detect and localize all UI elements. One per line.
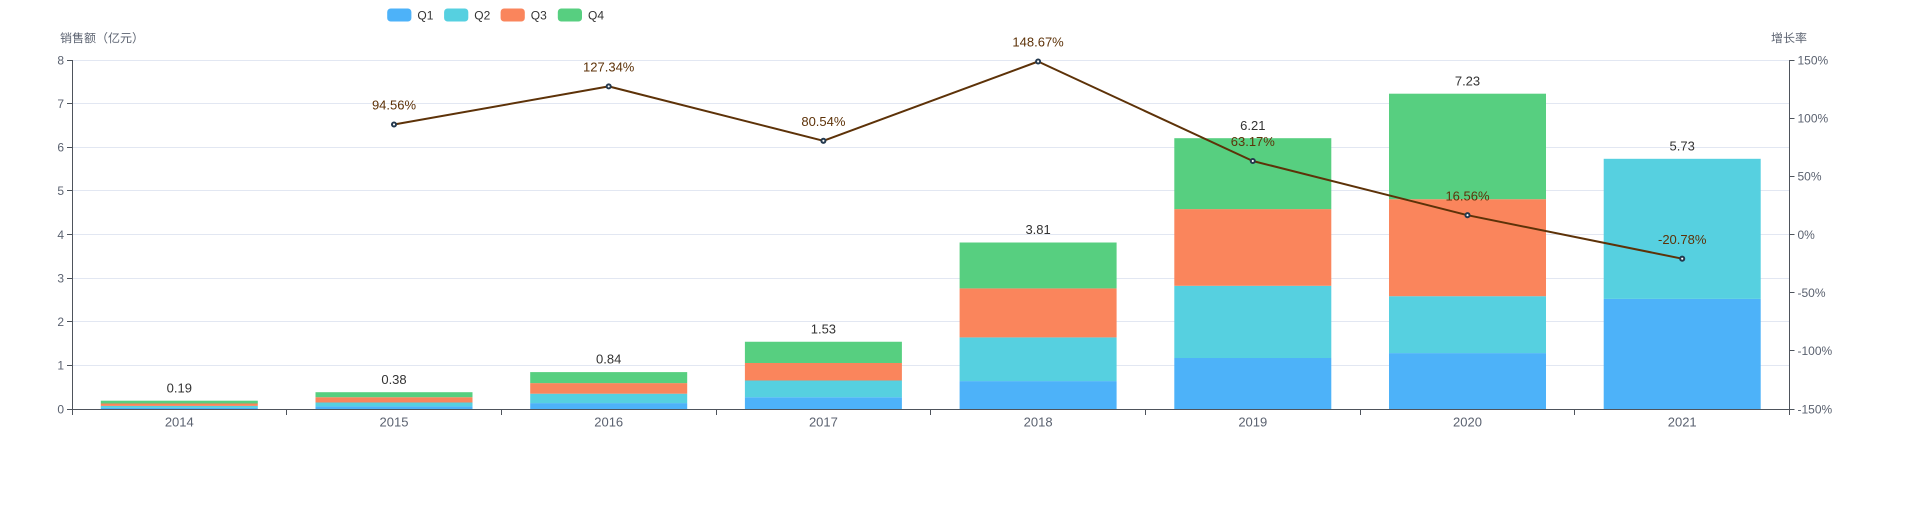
svg-text:Q4: Q4 <box>588 9 604 23</box>
svg-text:0: 0 <box>57 402 64 416</box>
svg-text:2015: 2015 <box>380 415 409 430</box>
svg-text:-50%: -50% <box>1798 286 1826 300</box>
svg-text:4: 4 <box>57 228 64 242</box>
svg-text:Q3: Q3 <box>531 9 547 23</box>
svg-text:-20.78%: -20.78% <box>1658 232 1707 247</box>
svg-text:2018: 2018 <box>1024 415 1053 430</box>
svg-text:6.21: 6.21 <box>1240 118 1265 133</box>
svg-text:7.23: 7.23 <box>1455 73 1480 88</box>
svg-text:80.54%: 80.54% <box>801 114 846 129</box>
svg-text:148.67%: 148.67% <box>1012 35 1064 50</box>
svg-text:1: 1 <box>57 359 64 373</box>
svg-text:2020: 2020 <box>1453 415 1482 430</box>
svg-text:2014: 2014 <box>165 415 194 430</box>
svg-text:0%: 0% <box>1798 228 1816 242</box>
svg-text:6: 6 <box>57 141 64 155</box>
svg-text:0.19: 0.19 <box>167 380 192 395</box>
svg-text:2: 2 <box>57 315 64 329</box>
svg-text:63.17%: 63.17% <box>1231 134 1276 149</box>
svg-text:5.73: 5.73 <box>1670 138 1695 153</box>
svg-text:8: 8 <box>57 53 64 67</box>
svg-text:-150%: -150% <box>1798 402 1833 416</box>
svg-text:0.84: 0.84 <box>596 352 621 367</box>
svg-text:Q1: Q1 <box>417 9 433 23</box>
svg-text:150%: 150% <box>1798 53 1829 67</box>
svg-text:100%: 100% <box>1798 112 1829 126</box>
svg-text:7: 7 <box>57 97 64 111</box>
svg-text:3.81: 3.81 <box>1025 222 1050 237</box>
svg-text:-100%: -100% <box>1798 344 1833 358</box>
svg-text:0.38: 0.38 <box>381 372 406 387</box>
svg-text:16.56%: 16.56% <box>1445 188 1490 203</box>
svg-text:94.56%: 94.56% <box>372 98 417 113</box>
svg-text:2021: 2021 <box>1668 415 1697 430</box>
svg-text:1.53: 1.53 <box>811 321 836 336</box>
svg-text:Q2: Q2 <box>474 9 490 23</box>
svg-text:5: 5 <box>57 184 64 198</box>
svg-text:127.34%: 127.34% <box>583 60 635 75</box>
svg-text:2019: 2019 <box>1238 415 1267 430</box>
svg-text:50%: 50% <box>1798 170 1822 184</box>
svg-text:2017: 2017 <box>809 415 838 430</box>
svg-text:2016: 2016 <box>594 415 623 430</box>
svg-text:3: 3 <box>57 271 64 285</box>
